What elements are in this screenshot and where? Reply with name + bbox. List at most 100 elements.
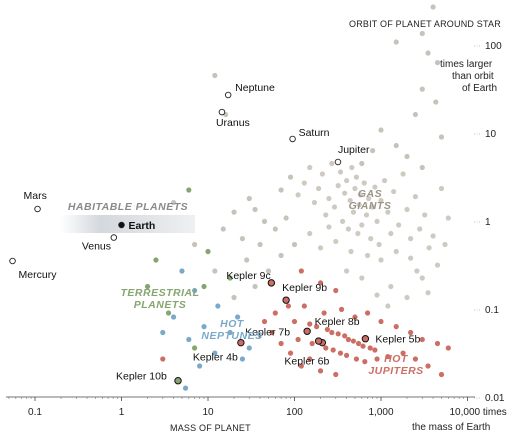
exoplanet-point <box>425 50 431 56</box>
solar-planet-label: Earth <box>129 220 156 232</box>
solar-planet-label: Mercury <box>19 269 58 281</box>
exoplanet-point <box>365 252 371 259</box>
exoplanet-point <box>408 329 414 336</box>
exoplanet-point <box>376 241 382 248</box>
exoplanet-point <box>417 226 423 232</box>
exoplanet-point <box>445 345 451 351</box>
exoplanet-point <box>321 310 327 316</box>
exoplanet-point <box>385 303 391 309</box>
exoplanet-point <box>430 233 436 239</box>
exoplanet-point <box>393 39 399 45</box>
exoplanet-point <box>404 153 410 160</box>
exoplanet-point <box>291 318 298 325</box>
exoplanet-point <box>425 290 431 296</box>
kepler-planet-marker <box>361 335 370 343</box>
kepler-planets: Kepler 4b Kepler 5b Kepler 6b Kepler 7b Kepl… <box>116 270 420 385</box>
exoplanet-point <box>343 268 350 274</box>
exoplanet-point <box>257 241 263 248</box>
exoplanet-point <box>278 187 284 193</box>
y-axis-ticks: 100 10 1 0.1 0.01 <box>474 41 505 404</box>
region-label-hot-neptunes: HOT NEPTUNES <box>201 318 262 342</box>
exoplanet-point <box>374 292 380 298</box>
exoplanet-point <box>335 331 341 337</box>
exoplanet-point <box>342 333 348 339</box>
kepler-planet-marker <box>303 327 311 335</box>
exoplanet-point <box>350 338 357 344</box>
exoplanet-point <box>361 180 367 186</box>
exoplanet-point <box>349 164 355 171</box>
exoplanet-point <box>192 287 198 294</box>
x-tick-label: 1 <box>119 407 125 418</box>
exoplanet-point <box>393 248 399 255</box>
habitable-band <box>60 215 195 233</box>
y-tick-label: 10 <box>485 129 497 140</box>
exoplanet-point <box>165 310 172 316</box>
region-label-line: PLANETS <box>134 299 187 311</box>
exoplanet-point <box>412 111 419 118</box>
habitable-band-rect <box>60 215 195 233</box>
region-label-line: NEPTUNES <box>201 330 262 342</box>
exoplanet-point <box>438 371 445 378</box>
region-label-line: HOT <box>220 318 245 330</box>
exoplanet-point <box>252 283 258 290</box>
exoplanet-point <box>393 324 399 330</box>
solar-planet-label: Mars <box>24 190 47 202</box>
exoplanet-point <box>408 236 414 242</box>
exoplanet-point <box>370 148 376 154</box>
exoplanet-point <box>212 72 218 79</box>
solar-system-planets: Mercury Venus Earth Mars Jupiter Saturn Uranus… <box>9 82 370 281</box>
exoplanet-point <box>385 209 391 215</box>
exoplanet-point <box>144 283 151 290</box>
exoplanet-point <box>287 350 294 356</box>
exoplanet-point <box>212 350 218 356</box>
solar-planet-marker <box>224 91 232 99</box>
region-label-hot-jupiters: HOT JUPITERS <box>368 353 423 377</box>
exoplanet-point <box>227 275 233 281</box>
exoplanet-point <box>295 192 301 198</box>
kepler-planet-label: Kepler 5b <box>375 334 420 346</box>
exoplanet-point <box>333 238 339 245</box>
exoplanet-point <box>291 241 298 248</box>
exoplanet-point <box>368 236 374 242</box>
exoplanet-point <box>317 280 324 286</box>
kepler-planet-marker <box>314 337 323 345</box>
exoplanet-point <box>337 169 344 175</box>
exoplanet-point <box>434 340 441 347</box>
exoplanet-point <box>246 345 252 351</box>
exoplanet-point <box>261 218 268 224</box>
exoplanet-point <box>323 212 329 218</box>
exoplanet-point <box>404 206 410 213</box>
kepler-planet-marker <box>282 296 290 304</box>
solar-planet-marker <box>118 221 125 229</box>
exoplanet-point <box>285 303 291 309</box>
exoplanet-point <box>408 255 414 261</box>
exoplanet-point <box>388 230 394 237</box>
exoplanet-point <box>385 353 391 360</box>
exoplanet-point <box>445 215 451 221</box>
exoplanet-point <box>326 195 332 202</box>
exoplanet-point <box>426 245 432 251</box>
exoplanet-point <box>330 347 336 353</box>
exoplanet-point <box>337 350 344 356</box>
solar-planet-marker <box>218 108 226 116</box>
solar-planet-marker <box>110 234 118 241</box>
region-label-line: GIANTS <box>349 200 392 212</box>
exoplanet-point <box>366 195 372 202</box>
kepler-planet-marker <box>174 377 182 385</box>
exoplanet-point <box>269 329 275 336</box>
region-label-line: TERRESTRIAL <box>121 287 200 299</box>
exoplanet-point <box>298 363 304 369</box>
x-tick-label: 0.1 <box>28 407 42 418</box>
exoplanet-point <box>317 245 324 251</box>
exoplanet-point <box>400 350 406 356</box>
y-unit-note-line-1: times larger <box>440 59 493 70</box>
region-label-habitable: HABITABLE PLANETS <box>68 201 188 213</box>
exoplanet-point <box>317 368 324 374</box>
exoplanet-point <box>201 283 207 290</box>
y-tick-label: 0.01 <box>485 393 505 404</box>
exoplanet-point <box>374 356 380 362</box>
exoplanet-point <box>365 310 371 316</box>
kepler-planet-label: Kepler 8b <box>315 316 360 328</box>
exoplanet-point <box>301 180 307 186</box>
